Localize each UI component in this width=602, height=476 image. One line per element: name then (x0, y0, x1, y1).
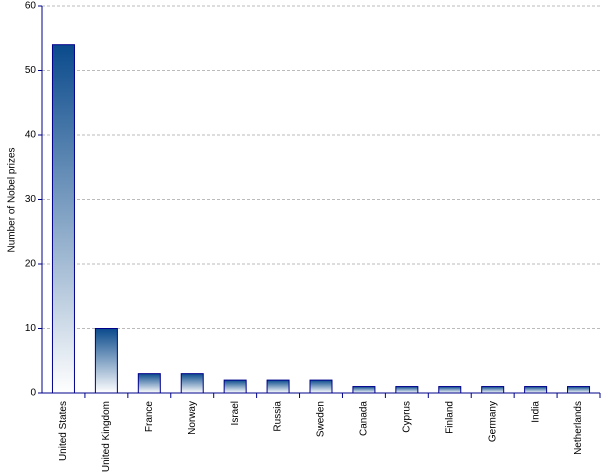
x-tick-label: India (530, 401, 541, 423)
bar (94, 328, 118, 394)
x-tick-label: Finland (444, 401, 455, 434)
y-tick-label: 40 (25, 130, 37, 141)
x-tick-label: United Kingdom (101, 401, 112, 472)
y-tick-label: 20 (25, 259, 37, 270)
x-tick-label: Israel (230, 401, 241, 425)
bar (137, 373, 161, 394)
bar (352, 386, 376, 394)
bar (395, 386, 419, 394)
x-tick-label: France (144, 401, 155, 433)
bar (524, 386, 548, 394)
bar (223, 379, 247, 394)
y-tick-label: 0 (30, 388, 36, 399)
bar (567, 386, 591, 394)
y-tick-label: 60 (25, 1, 37, 12)
bar (481, 386, 505, 394)
x-tick-label: Sweden (316, 401, 327, 437)
x-tick-label: Canada (359, 401, 370, 436)
x-tick-label: United States (58, 401, 69, 461)
bar (180, 373, 204, 394)
bar (51, 44, 75, 394)
x-tick-label: Cyprus (401, 401, 412, 433)
y-tick-label: 10 (25, 323, 37, 334)
y-axis-label: Number of Nobel prizes (7, 147, 18, 252)
x-tick-label: Norway (187, 401, 198, 435)
bar (438, 386, 462, 394)
bar (266, 379, 290, 394)
bar (309, 379, 333, 394)
x-tick-label: Russia (273, 401, 284, 432)
x-tick-label: Germany (487, 401, 498, 442)
x-tick-label: Netherlands (573, 401, 584, 455)
y-tick-label: 30 (25, 194, 37, 205)
y-tick-label: 50 (25, 65, 37, 76)
